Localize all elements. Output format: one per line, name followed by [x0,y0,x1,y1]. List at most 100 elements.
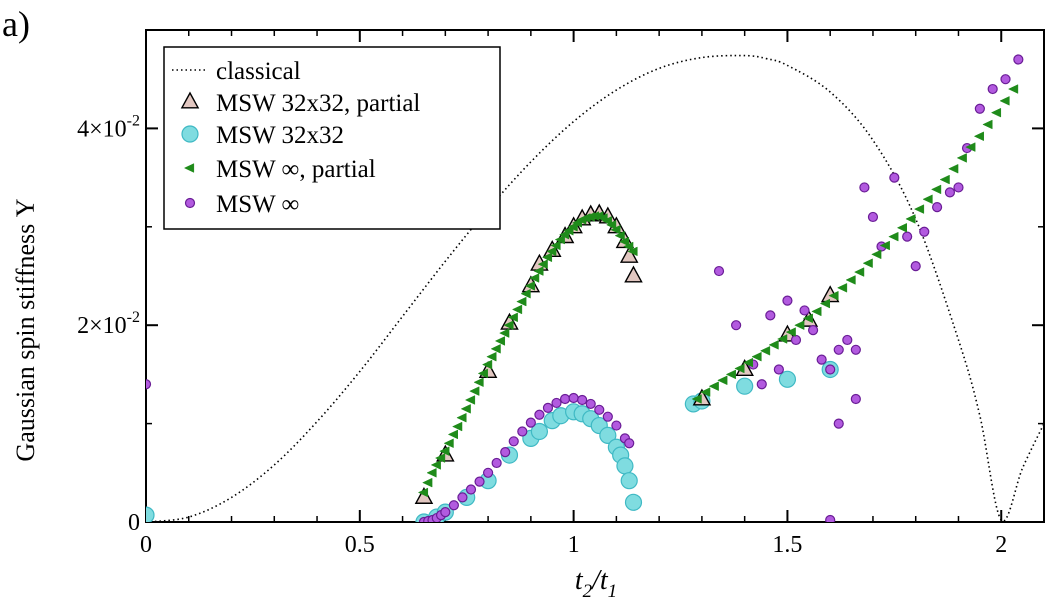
mswinf-partial-point [456,412,467,423]
mswinf-partial-point [811,306,822,317]
x-axis-label-slash: / [590,565,602,596]
series-mswinf-partial [417,84,1019,498]
mswinf-partial-point [1007,84,1019,94]
mswinf-partial-point [939,174,950,185]
mswinf-point [910,261,921,272]
mswinf-point [534,409,545,420]
mswinf-partial-point [464,395,476,405]
x-tick-label: 0 [140,532,152,558]
mswinf-partial-point [524,281,535,291]
mswinf-partial-point [759,345,771,356]
msw32-point [146,506,155,522]
legend-label-classical: classical [216,58,301,85]
mswinf-partial-point [486,351,497,362]
mswinf-partial-point [913,204,925,214]
mswinf-partial-point [469,386,480,396]
mswinf-partial-point [854,267,865,277]
mswinf-partial-point [990,107,1002,118]
mswinf-partial-point [828,290,839,301]
mswinf-point [465,484,477,495]
legend: classical MSW 32x32, partial MSW 32x32 MSW … [163,46,501,230]
mswinf-point [568,392,579,404]
mswinf-point [953,182,964,193]
mswinf-partial-point [618,236,630,247]
mswinf-partial-point [482,359,493,370]
mswinf-partial-point [434,453,446,463]
mswinf-partial-point [511,304,523,315]
mswinf-partial-point [819,298,831,309]
mswinf-partial-point [862,258,873,269]
mswinf-point [773,364,784,375]
mswinf-partial-point [529,273,540,283]
mswinf-partial-point [982,119,993,130]
mswinf-point [474,476,485,487]
mswinf-partial-point [460,404,471,414]
mswinf-point [448,500,459,511]
mswinf-partial-point [896,222,907,233]
x-tick-label: 1.5 [772,532,802,558]
mswinf-partial-point [558,229,570,240]
mswinf-partial-point [931,184,942,195]
panel-label: a) [2,4,30,44]
mswinf-point [816,354,827,365]
mswinf-point [500,447,511,458]
x-tick-label: 0.5 [345,532,375,558]
mswinf-partial-point [554,234,565,245]
mswinf-partial-point [973,131,984,142]
mswinf-partial-point [956,153,967,163]
legend-symbol-mswinf [184,197,196,209]
x-axis-label-main: t [575,565,584,596]
series-classical [146,54,1044,522]
mswinf-partial-point [948,163,959,174]
axis-ticks: 0 0.5 1 1.5 202×10-24×10-2 [77,30,1044,558]
mswinf-point [602,411,613,422]
series-mswinf [146,54,1024,522]
mswinf-point [1000,74,1011,85]
x-axis-label-main-2: t [600,565,609,596]
mswinf-point [508,436,519,447]
mswinf-partial-point [503,320,514,330]
mswinf-partial-point [606,220,617,230]
mswinf-point [850,393,861,405]
mswinf-partial-point [777,334,788,344]
mswinf-partial-point [794,320,805,330]
mswinf-point [765,310,776,321]
mswinf-point [842,334,853,346]
mswinf-point [713,265,725,277]
mswinf-partial-point [610,224,621,235]
mswinf-partial-point [717,375,728,386]
mswinf-partial-point [533,266,544,276]
mswinf-partial-point [700,387,711,397]
mswinf-partial-point [905,214,916,224]
legend-symbol-mswinf-partial [183,163,195,173]
mswinf-partial-point [417,487,429,498]
mswinf-partial-point [785,327,796,337]
mswinf-point [825,364,836,375]
mswinf-point [902,231,913,242]
legend-label-msw32: MSW 32x32 [216,122,344,149]
msw32-point [616,457,634,475]
msw32-point [620,472,638,490]
mswinf-point [457,492,468,503]
mswinf-partial-point [422,477,433,488]
y-tick-mantissa: 0 [128,510,140,536]
legend-label-mswinf-partial: MSW ∞, partial [216,156,376,183]
mswinf-partial-point [691,394,702,404]
msw32-point [530,422,549,441]
y-tick-label: 4×10-2 [77,112,140,142]
mswinf-partial-point [477,368,488,379]
mswinf-partial-point [499,328,510,338]
mswinf-point [889,172,900,183]
mswinf-partial-point [768,340,779,350]
mswinf-point [440,507,451,518]
x-tick-label: 2 [995,532,1007,558]
mswinf-point [594,404,605,415]
msw32-partial-point [619,245,639,263]
mswinf-partial-point [922,194,933,205]
legend-symbol-msw32 [181,125,199,143]
mswinf-point [833,418,844,429]
mswinf-partial-point [751,351,762,362]
mswinf-partial-point [627,246,638,257]
mswinf-partial-point [623,241,634,252]
